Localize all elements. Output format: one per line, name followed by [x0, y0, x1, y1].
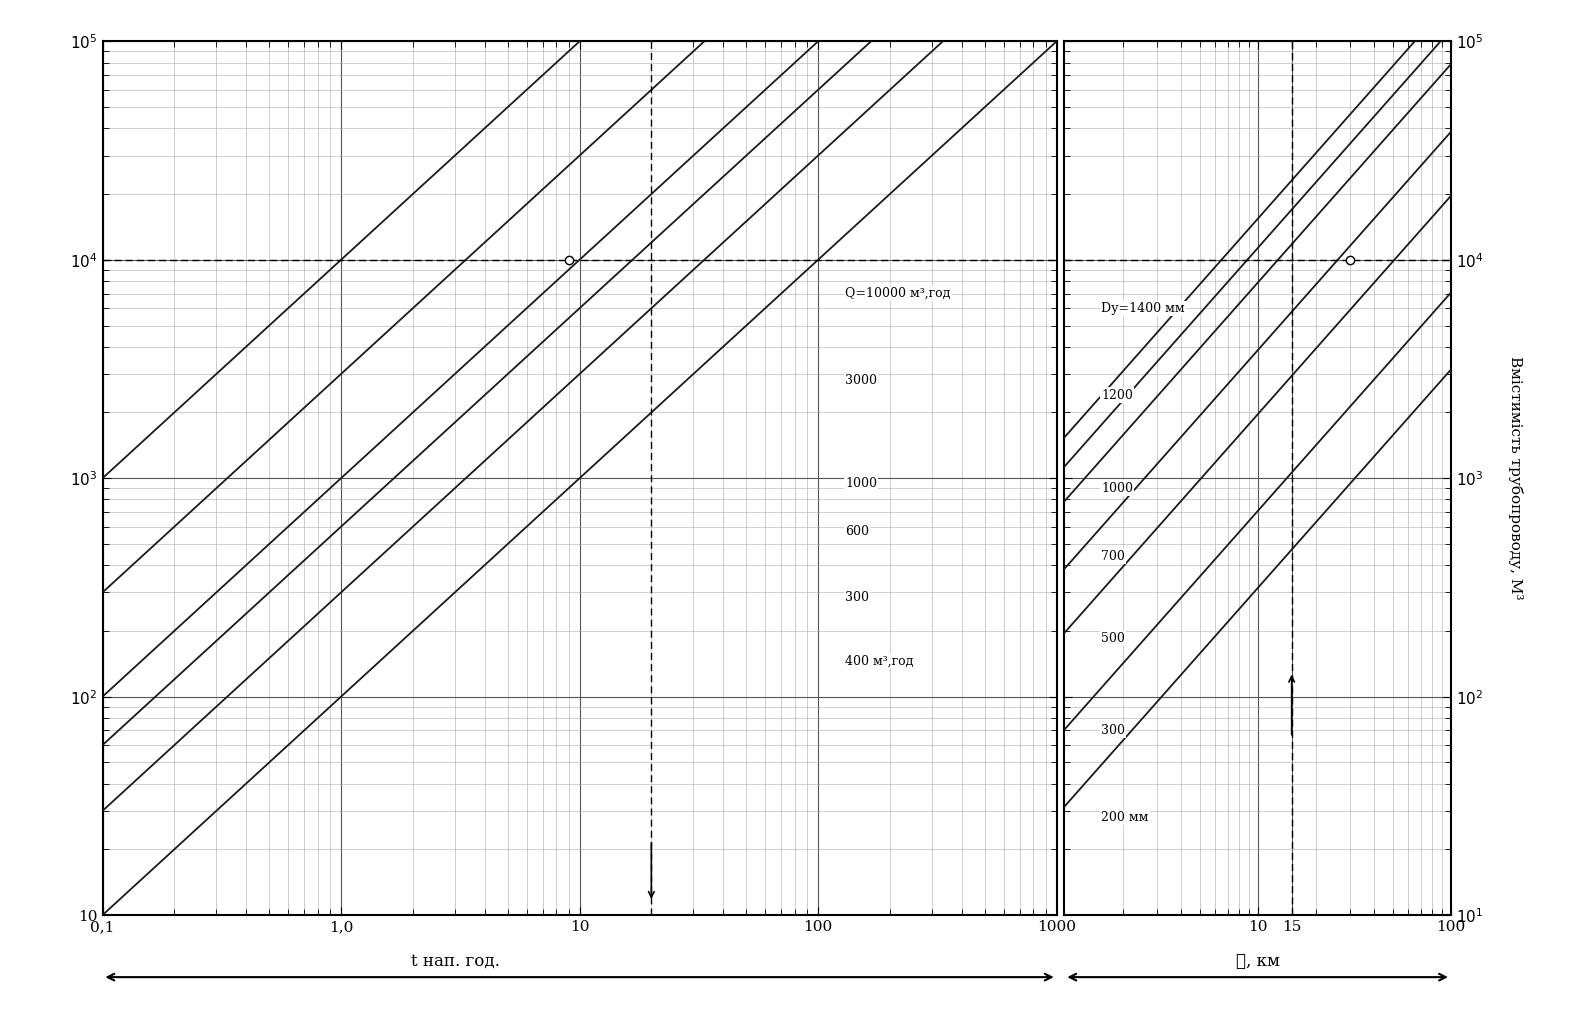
Text: 500: 500: [1101, 632, 1124, 645]
Text: 300: 300: [1101, 724, 1126, 737]
Text: 200 мм: 200 мм: [1101, 811, 1148, 824]
Text: 400 м³,год: 400 м³,год: [845, 655, 913, 668]
Text: 1000: 1000: [1101, 482, 1134, 494]
Text: t нап. год.: t нап. год.: [412, 953, 500, 970]
Text: Dу=1400 мм: Dу=1400 мм: [1101, 302, 1184, 314]
Text: 700: 700: [1101, 550, 1124, 562]
Text: Q=10000 м³,год: Q=10000 м³,год: [845, 287, 951, 300]
Text: 300: 300: [845, 590, 869, 604]
Text: 1000: 1000: [845, 477, 877, 489]
Y-axis label: Вмістимість трубопроводу, М³: Вмістимість трубопроводу, М³: [1508, 357, 1523, 600]
Text: 3000: 3000: [845, 374, 877, 387]
Text: ℓ, км: ℓ, км: [1236, 953, 1279, 970]
Text: 600: 600: [845, 525, 869, 538]
Text: 1200: 1200: [1101, 389, 1134, 401]
